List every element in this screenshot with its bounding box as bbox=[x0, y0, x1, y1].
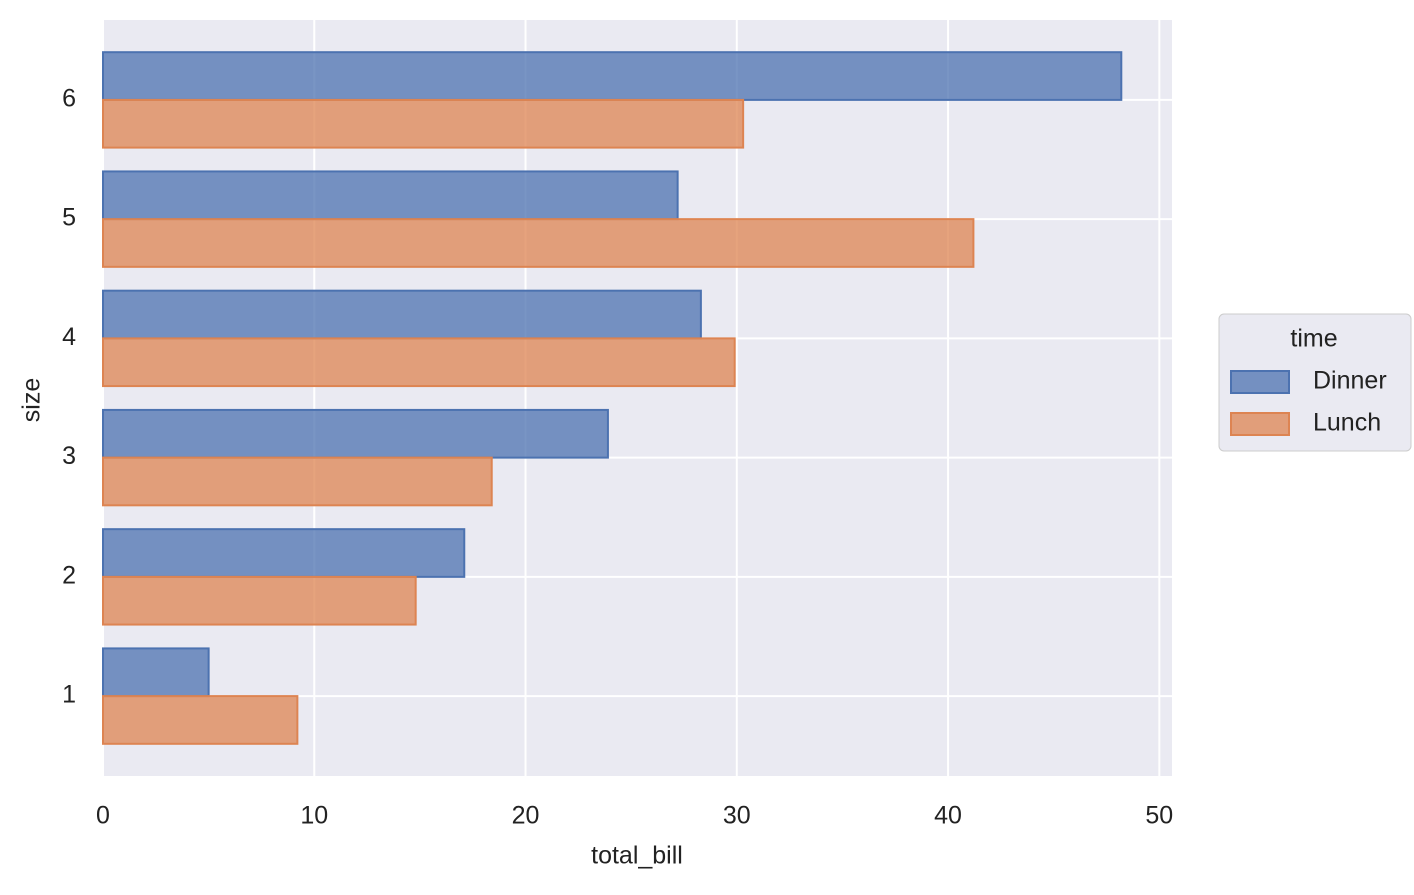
bar bbox=[102, 408, 609, 459]
legend-swatch bbox=[1230, 412, 1290, 436]
x-tick-label: 50 bbox=[1145, 802, 1173, 830]
y-tick-label: 3 bbox=[62, 442, 76, 470]
legend-title: time bbox=[1290, 325, 1337, 353]
bar bbox=[102, 218, 975, 268]
bar bbox=[102, 528, 466, 578]
bar bbox=[102, 647, 210, 698]
x-tick-label: 20 bbox=[512, 802, 540, 830]
bar bbox=[102, 170, 679, 221]
y-tick-label: 5 bbox=[62, 204, 76, 232]
legend-swatch bbox=[1230, 370, 1290, 394]
bar bbox=[102, 575, 417, 626]
legend-label: Dinner bbox=[1313, 367, 1387, 395]
y-tick-label: 6 bbox=[62, 85, 76, 113]
x-tick-label: 0 bbox=[96, 802, 110, 830]
legend-label: Lunch bbox=[1313, 409, 1381, 437]
x-tick-label: 30 bbox=[723, 802, 751, 830]
x-tick-label: 10 bbox=[300, 802, 328, 830]
bar bbox=[102, 695, 299, 745]
bar bbox=[102, 456, 493, 507]
x-axis-label: total_bill bbox=[591, 842, 683, 870]
bar bbox=[102, 51, 1123, 101]
bar bbox=[102, 337, 736, 388]
x-tick-label: 40 bbox=[934, 802, 962, 830]
bar bbox=[102, 289, 702, 340]
y-tick-label: 4 bbox=[62, 323, 76, 351]
y-axis-label: size bbox=[18, 378, 46, 422]
y-tick-label: 2 bbox=[62, 561, 76, 589]
bar bbox=[102, 98, 745, 149]
y-tick-label: 1 bbox=[62, 681, 76, 709]
